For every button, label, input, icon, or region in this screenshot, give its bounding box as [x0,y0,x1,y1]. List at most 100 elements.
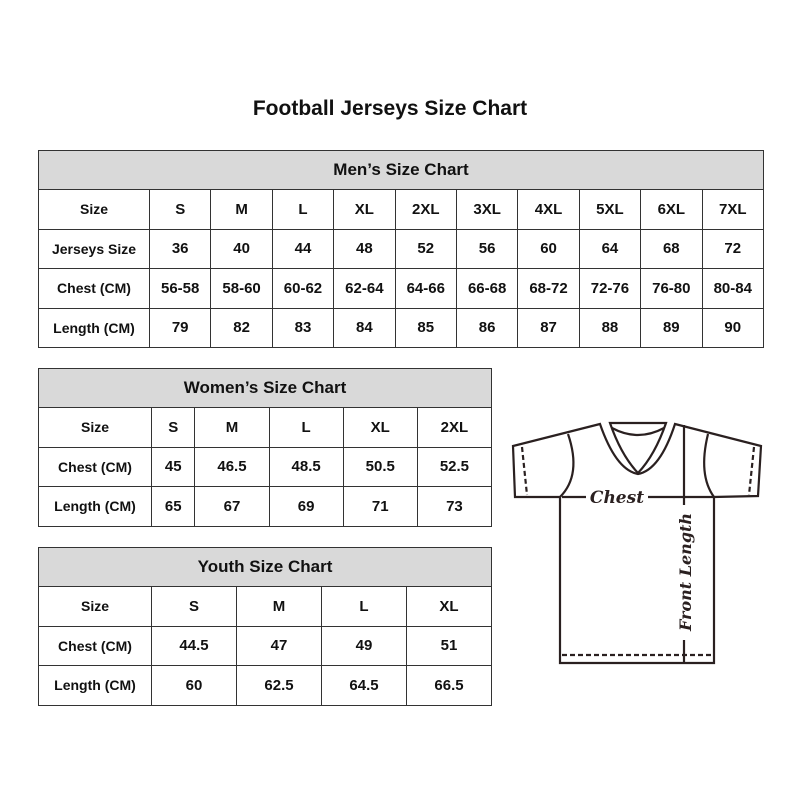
table-cell: 66-68 [455,268,519,309]
table-cell: 88 [578,307,642,348]
youth-table-heading: Youth Size Chart [38,547,492,587]
table-row: Size S M L XL 2XL 3XL 4XL 5XL 6XL 7XL [38,189,765,230]
table-cell: XL [333,189,396,230]
table-cell: S [148,189,212,230]
table-cell: 56-58 [148,268,212,309]
table-cell: 87 [517,307,580,348]
table-row: Size S M L XL 2XL [38,407,493,448]
table-cell: M [236,586,322,627]
row-label: Size [38,189,150,230]
row-label: Size [38,586,152,627]
womens-size-table: Women’s Size Chart Size S M L XL 2XL Chest (CM)… [38,368,493,527]
table-cell: 67 [194,486,270,527]
table-cell: 60 [517,228,580,269]
table-cell: 65 [150,486,196,527]
table-row: Chest (CM) 45 46.5 48.5 50.5 52.5 [38,446,493,487]
table-cell: L [268,407,344,448]
jersey-diagram: Chest Front Length [511,421,763,665]
table-cell: 5XL [578,189,642,230]
table-cell: L [321,586,407,627]
table-cell: 83 [271,307,335,348]
table-cell: 62-64 [333,268,396,309]
table-cell: 52.5 [416,446,493,487]
table-cell: 68-72 [517,268,580,309]
row-label: Length (CM) [38,486,152,527]
table-cell: 36 [148,228,212,269]
table-cell: 64-66 [394,268,457,309]
table-cell: 4XL [517,189,580,230]
table-cell: 58-60 [210,268,273,309]
table-row: Length (CM) 60 62.5 64.5 66.5 [38,665,492,706]
table-cell: 72 [701,228,765,269]
table-cell: 64 [578,228,642,269]
table-row: Size S M L XL [38,586,492,627]
table-cell: XL [342,407,418,448]
table-cell: 47 [236,625,322,666]
table-cell: 45 [150,446,196,487]
table-row: Length (CM) 79 82 83 84 85 86 87 88 89 90 [38,307,765,348]
table-cell: 86 [455,307,519,348]
table-cell: 46.5 [194,446,270,487]
row-label: Chest (CM) [38,625,152,666]
table-cell: 79 [148,307,212,348]
table-cell: 48.5 [268,446,344,487]
table-cell: 2XL [416,407,493,448]
table-cell: 60-62 [271,268,335,309]
table-cell: 40 [210,228,273,269]
table-cell: 2XL [394,189,457,230]
table-cell: 84 [333,307,396,348]
table-cell: S [151,586,237,627]
table-cell: 80-84 [701,268,765,309]
table-cell: 68 [640,228,703,269]
women-table-heading: Women’s Size Chart [38,368,492,408]
table-cell: L [271,189,335,230]
table-cell: 73 [416,486,493,527]
table-cell: 50.5 [342,446,418,487]
table-cell: 82 [210,307,273,348]
row-label: Length (CM) [38,665,152,706]
front-length-label: Front Length [676,513,695,632]
table-cell: 64.5 [321,665,407,706]
table-row: Chest (CM) 56-58 58-60 60-62 62-64 64-66 66-68… [38,268,765,309]
table-cell: 49 [321,625,407,666]
chest-label: Chest [590,488,644,508]
table-cell: M [194,407,270,448]
table-row: Length (CM) 65 67 69 71 73 [38,486,493,527]
table-cell: 71 [342,486,418,527]
table-cell: 44.5 [151,625,237,666]
row-label: Chest (CM) [38,446,152,487]
table-cell: 7XL [701,189,765,230]
youth-size-table: Youth Size Chart Size S M L XL Chest (CM) 44.5 4… [38,547,492,706]
table-cell: M [210,189,273,230]
table-cell: 6XL [640,189,703,230]
row-label: Length (CM) [38,307,150,348]
jersey-collar [608,421,668,475]
table-cell: 51 [406,625,492,666]
table-cell: 52 [394,228,457,269]
jersey-outline [511,422,763,665]
table-cell: 3XL [455,189,519,230]
mens-size-table: Men’s Size Chart Size S M L XL 2XL 3XL 4XL 5XL 6XL… [38,150,765,348]
page-title: Football Jerseys Size Chart [252,97,528,120]
table-cell: 72-76 [578,268,642,309]
table-row: Chest (CM) 44.5 47 49 51 [38,625,492,666]
table-cell: 60 [151,665,237,706]
table-cell: 76-80 [640,268,703,309]
table-cell: XL [406,586,492,627]
table-row: Jerseys Size 36 40 44 48 52 56 60 64 68 72 [38,228,765,269]
row-label: Chest (CM) [38,268,150,309]
table-cell: 62.5 [236,665,322,706]
table-cell: 90 [701,307,765,348]
table-cell: 66.5 [406,665,492,706]
men-table-heading: Men’s Size Chart [38,150,764,190]
table-cell: 48 [333,228,396,269]
table-cell: S [150,407,196,448]
row-label: Size [38,407,152,448]
table-cell: 69 [268,486,344,527]
table-cell: 44 [271,228,335,269]
table-cell: 56 [455,228,519,269]
table-cell: 85 [394,307,457,348]
table-cell: 89 [640,307,703,348]
row-label: Jerseys Size [38,228,150,269]
